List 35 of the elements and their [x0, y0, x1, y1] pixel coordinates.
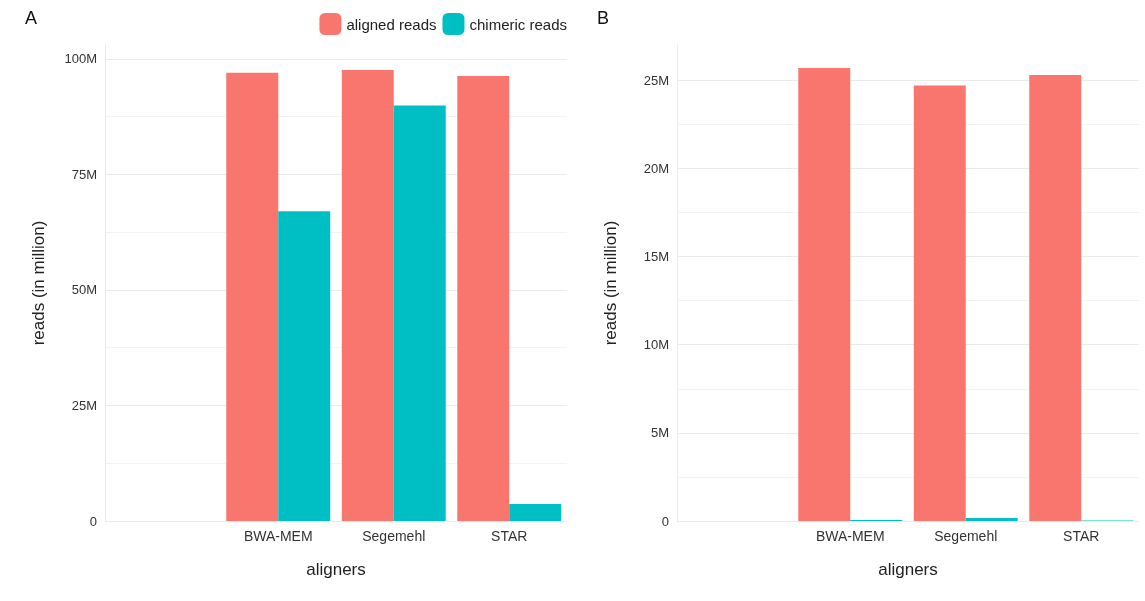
y-tick-label: 10M [643, 337, 669, 353]
bar [341, 69, 394, 521]
y-tick-label: 20M [643, 160, 669, 176]
y-tick-label: 5M [650, 425, 669, 441]
y-tick-label: 100M [64, 51, 97, 67]
bar [913, 85, 966, 521]
x-tick-label: STAR [1063, 528, 1100, 544]
x-tick-label: BWA-MEM [815, 528, 885, 544]
y-tick-label: 0 [661, 513, 669, 529]
y-tick-label: 25M [643, 72, 669, 88]
bar [965, 518, 1018, 521]
bar [393, 105, 446, 521]
x-tick-label: Segemehl [934, 528, 998, 544]
y-axis-title: reads (in million) [601, 220, 620, 346]
y-tick-label: 15M [643, 249, 669, 265]
x-axis-title: aligners [306, 560, 366, 579]
bar [278, 211, 331, 521]
y-tick-label: 50M [71, 282, 97, 298]
legend-label: aligned reads [346, 15, 437, 33]
bar [509, 503, 562, 521]
x-tick-label: STAR [491, 528, 528, 544]
x-tick-label: Segemehl [362, 528, 426, 544]
bar [457, 75, 510, 521]
y-tick-label: 0 [89, 513, 97, 529]
x-tick-label: BWA-MEM [243, 528, 313, 544]
chart-title: B [597, 8, 610, 28]
bar [798, 67, 851, 521]
y-tick-label: 75M [71, 166, 97, 182]
legend-label: chimeric reads [469, 15, 567, 33]
y-tick-label: 25M [71, 397, 97, 413]
x-axis-title: aligners [878, 560, 938, 579]
bar [1029, 74, 1082, 521]
bar [226, 72, 279, 521]
chart-title: A [25, 8, 38, 28]
y-axis-title: reads (in million) [29, 220, 48, 346]
